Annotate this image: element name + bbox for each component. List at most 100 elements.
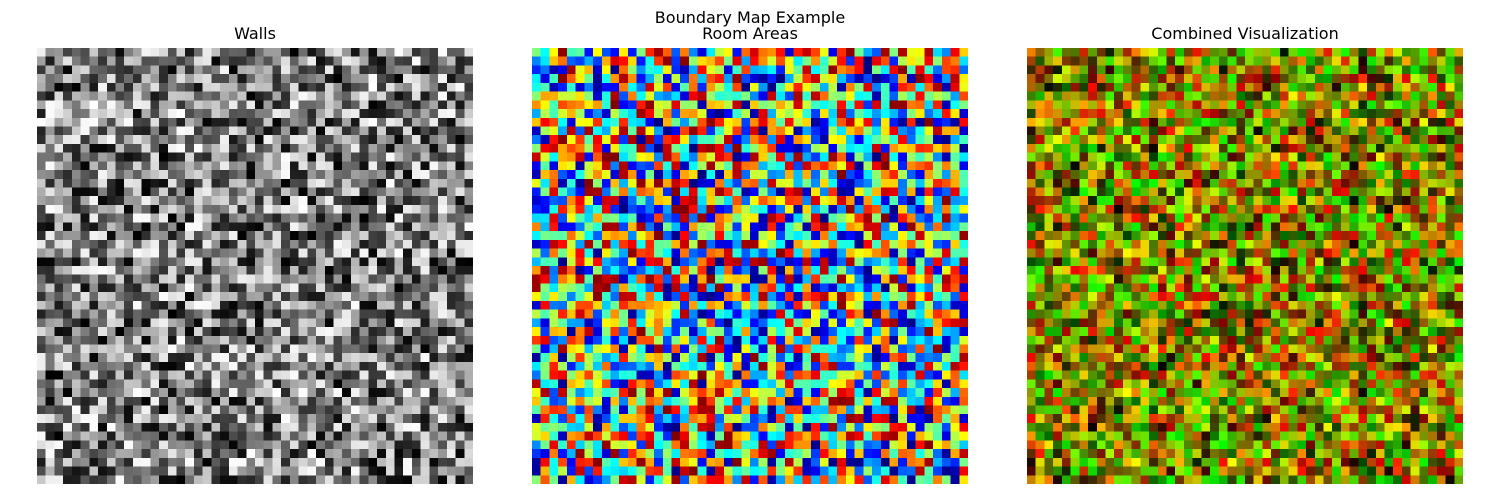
room-areas-cell <box>811 161 821 171</box>
walls-cell <box>333 396 343 407</box>
room-areas-cell <box>863 213 873 223</box>
walls-cell <box>45 309 56 319</box>
room-areas-cell <box>566 327 577 337</box>
room-areas-cell <box>802 239 812 250</box>
room-areas-cell <box>898 48 908 58</box>
room-areas-cell <box>811 239 821 250</box>
room-areas-cell <box>889 292 899 302</box>
room-areas-cell <box>837 91 847 101</box>
walls-cell <box>185 388 195 398</box>
walls-cell <box>377 300 387 311</box>
room-areas-cell <box>593 222 603 232</box>
walls-cell <box>272 65 282 75</box>
room-areas-cell <box>636 48 646 58</box>
room-areas-cell <box>941 109 952 119</box>
walls-cell <box>220 82 230 93</box>
walls-cell <box>176 266 186 276</box>
walls-cell <box>167 440 178 450</box>
walls-cell <box>316 257 326 267</box>
walls-cell <box>98 466 108 476</box>
room-areas-cell <box>906 457 917 468</box>
walls-cell <box>464 475 473 484</box>
room-areas-cell <box>715 152 725 162</box>
room-areas-cell <box>819 74 830 84</box>
room-areas-cell <box>767 239 777 250</box>
walls-cell <box>237 335 247 346</box>
walls-cell <box>106 74 117 84</box>
walls-cell <box>385 161 396 171</box>
room-areas-cell <box>802 126 812 136</box>
walls-cell <box>71 353 82 363</box>
room-areas-cell <box>575 56 585 67</box>
walls-cell <box>377 257 387 267</box>
room-areas-cell <box>549 48 559 58</box>
room-areas-cell <box>619 422 629 433</box>
room-areas-cell <box>636 379 646 389</box>
room-areas-cell <box>802 48 812 58</box>
walls-cell <box>455 405 465 415</box>
walls-cell <box>193 300 204 311</box>
room-areas-cell <box>950 178 960 189</box>
walls-cell <box>150 82 160 93</box>
walls-cell <box>316 187 326 197</box>
walls-cell <box>220 266 230 276</box>
room-areas-cell <box>750 143 760 154</box>
walls-cell <box>333 109 343 119</box>
walls-cell <box>220 388 230 398</box>
walls-cell <box>71 65 82 75</box>
room-areas-cell <box>575 196 585 206</box>
walls-cell <box>185 344 195 354</box>
walls-cell <box>333 266 343 276</box>
room-areas-cell <box>793 414 803 424</box>
walls-cell <box>141 309 151 319</box>
room-areas-cell <box>636 248 646 258</box>
room-areas-cell <box>872 65 882 75</box>
room-areas-cell <box>819 274 830 285</box>
room-areas-cell <box>828 91 838 101</box>
room-areas-cell <box>601 344 612 354</box>
room-areas-cell <box>732 204 742 215</box>
room-areas-cell <box>627 152 638 162</box>
room-areas-cell <box>654 82 664 93</box>
walls-cell <box>246 109 256 119</box>
room-areas-cell <box>627 56 638 67</box>
room-areas-cell <box>793 405 803 415</box>
room-areas-cell <box>584 100 594 110</box>
walls-cell <box>124 178 134 189</box>
walls-cell <box>289 283 300 293</box>
room-areas-cell <box>732 388 742 398</box>
room-areas-cell <box>819 466 830 476</box>
room-areas-cell <box>837 300 847 311</box>
walls-cell <box>54 335 64 346</box>
room-areas-cell <box>811 196 821 206</box>
walls-cell <box>167 152 178 162</box>
walls-cell <box>124 440 134 450</box>
room-areas-cell <box>715 309 725 319</box>
room-areas-cell <box>845 187 856 197</box>
walls-cell <box>228 161 239 171</box>
walls-cell <box>54 126 64 136</box>
room-areas-cell <box>723 56 734 67</box>
walls-cell <box>368 91 378 101</box>
walls-cell <box>37 274 47 285</box>
walls-cell <box>71 187 82 197</box>
room-areas-cell <box>741 239 751 250</box>
walls-cell <box>246 143 256 154</box>
room-areas-cell <box>575 152 585 162</box>
walls-cell <box>54 431 64 441</box>
walls-cell <box>429 56 439 67</box>
walls-cell <box>246 161 256 171</box>
room-areas-cell <box>767 161 777 171</box>
walls-cell <box>263 475 274 484</box>
walls-cell <box>246 231 256 241</box>
walls-cell <box>237 414 247 424</box>
room-areas-cell <box>793 204 803 215</box>
room-areas-cell <box>924 414 934 424</box>
walls-cell <box>132 449 143 459</box>
room-areas-cell <box>819 327 830 337</box>
room-areas-cell <box>758 344 769 354</box>
walls-cell <box>80 204 90 215</box>
walls-cell <box>255 266 265 276</box>
walls-cell <box>106 457 117 468</box>
walls-cell <box>115 257 125 267</box>
